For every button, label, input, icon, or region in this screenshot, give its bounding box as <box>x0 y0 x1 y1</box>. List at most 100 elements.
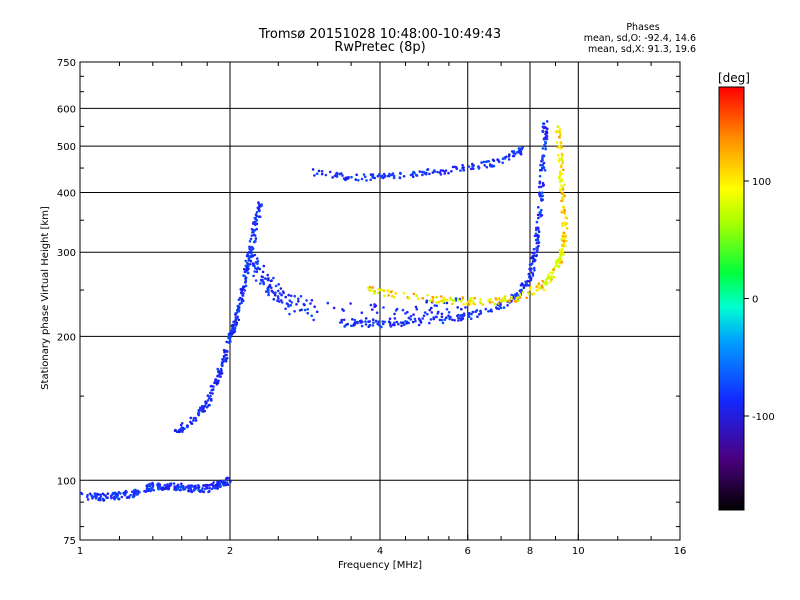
x-mode-point <box>431 300 435 303</box>
o-mode-point <box>492 159 496 162</box>
stats-o-mode: mean, sd,O: -92.4, 14.6 <box>583 33 696 44</box>
x-mode-point <box>491 300 494 304</box>
o-mode-point <box>380 176 384 179</box>
o-mode-point <box>342 177 346 180</box>
x-mode-point <box>559 142 563 145</box>
o-mode-point <box>225 349 229 353</box>
o-mode-point <box>403 323 406 327</box>
o-mode-point <box>120 495 124 499</box>
o-mode-point <box>528 263 532 266</box>
o-mode-point <box>313 305 316 309</box>
o-mode-point <box>479 309 482 313</box>
x-tick-label: 1 <box>77 546 83 557</box>
o-mode-point <box>152 488 155 492</box>
o-mode-point <box>430 311 434 314</box>
o-mode-point <box>495 306 498 309</box>
o-mode-point <box>418 170 422 173</box>
o-mode-point <box>303 308 307 312</box>
o-mode-point <box>502 306 506 309</box>
o-mode-point <box>343 325 346 328</box>
o-mode-point <box>111 491 115 495</box>
o-mode-point <box>253 266 257 270</box>
x-mode-point <box>562 206 565 209</box>
o-mode-point <box>459 318 463 322</box>
x-tick-label: 2 <box>227 546 233 557</box>
o-mode-point <box>145 487 149 491</box>
o-mode-point <box>364 317 368 320</box>
o-mode-point <box>270 289 274 293</box>
o-mode-point <box>357 179 360 182</box>
o-mode-point <box>261 280 264 283</box>
o-mode-point <box>240 290 243 293</box>
o-mode-point <box>404 320 407 323</box>
o-mode-point <box>254 237 258 240</box>
o-mode-point <box>533 234 537 238</box>
o-mode-point <box>85 495 89 499</box>
o-mode-point <box>510 150 514 153</box>
o-mode-point <box>533 259 537 262</box>
o-mode-point <box>260 204 263 208</box>
o-mode-point <box>539 215 542 218</box>
o-mode-point <box>506 304 509 307</box>
x-mode-point <box>389 290 393 294</box>
x-mode-point <box>391 294 394 298</box>
o-mode-point <box>441 169 445 172</box>
o-mode-point <box>539 168 542 172</box>
o-mode-point <box>440 312 444 316</box>
o-mode-point <box>173 485 176 488</box>
o-mode-point <box>218 372 221 376</box>
o-mode-point <box>224 477 228 481</box>
o-mode-point <box>541 125 545 129</box>
o-mode-point <box>421 173 424 177</box>
o-mode-point <box>224 353 227 357</box>
o-mode-point <box>520 148 523 151</box>
x-mode-point <box>536 288 539 292</box>
x-mode-point <box>560 199 563 203</box>
o-mode-point <box>257 201 260 204</box>
o-mode-point <box>209 391 212 395</box>
x-mode-point <box>380 288 384 292</box>
o-mode-point <box>246 271 250 275</box>
x-mode-point <box>561 159 564 163</box>
x-mode-point <box>437 300 441 304</box>
x-tick-label: 8 <box>527 546 533 557</box>
x-mode-point <box>530 293 534 296</box>
o-mode-point <box>251 264 255 267</box>
o-mode-point <box>302 302 306 306</box>
o-mode-point <box>535 239 539 242</box>
o-mode-point <box>545 135 548 138</box>
o-mode-point <box>395 320 399 324</box>
o-mode-point <box>497 307 501 311</box>
o-mode-point <box>529 269 532 272</box>
o-mode-point <box>192 489 196 492</box>
o-mode-point <box>497 160 501 164</box>
o-mode-point <box>436 170 439 174</box>
o-mode-point <box>373 176 377 180</box>
o-mode-point <box>339 321 342 324</box>
o-mode-point <box>409 318 413 321</box>
x-mode-point <box>449 298 453 301</box>
o-mode-point <box>256 260 260 263</box>
o-mode-point <box>544 132 547 136</box>
o-mode-point <box>353 318 357 322</box>
o-mode-point <box>542 166 545 169</box>
o-mode-point <box>225 481 229 484</box>
colorbar-ticks: 100 0 -100 <box>744 177 775 423</box>
o-mode-point <box>356 321 359 325</box>
o-mode-point <box>537 185 541 189</box>
o-mode-point <box>538 180 542 183</box>
o-mode-point <box>341 174 344 177</box>
y-axis-label: Stationary phase Virtual Height [km] <box>40 206 51 390</box>
o-mode-point <box>227 336 230 340</box>
o-mode-point <box>537 234 540 237</box>
o-mode-point <box>251 229 255 232</box>
o-mode-point <box>134 488 137 492</box>
o-mode-point <box>472 167 475 171</box>
o-mode-point <box>461 317 465 320</box>
o-mode-point <box>243 289 246 292</box>
o-mode-point <box>158 485 162 488</box>
x-mode-point <box>558 170 562 173</box>
x-mode-point <box>563 183 566 186</box>
x-mode-point <box>467 300 470 303</box>
o-mode-point <box>270 279 273 282</box>
